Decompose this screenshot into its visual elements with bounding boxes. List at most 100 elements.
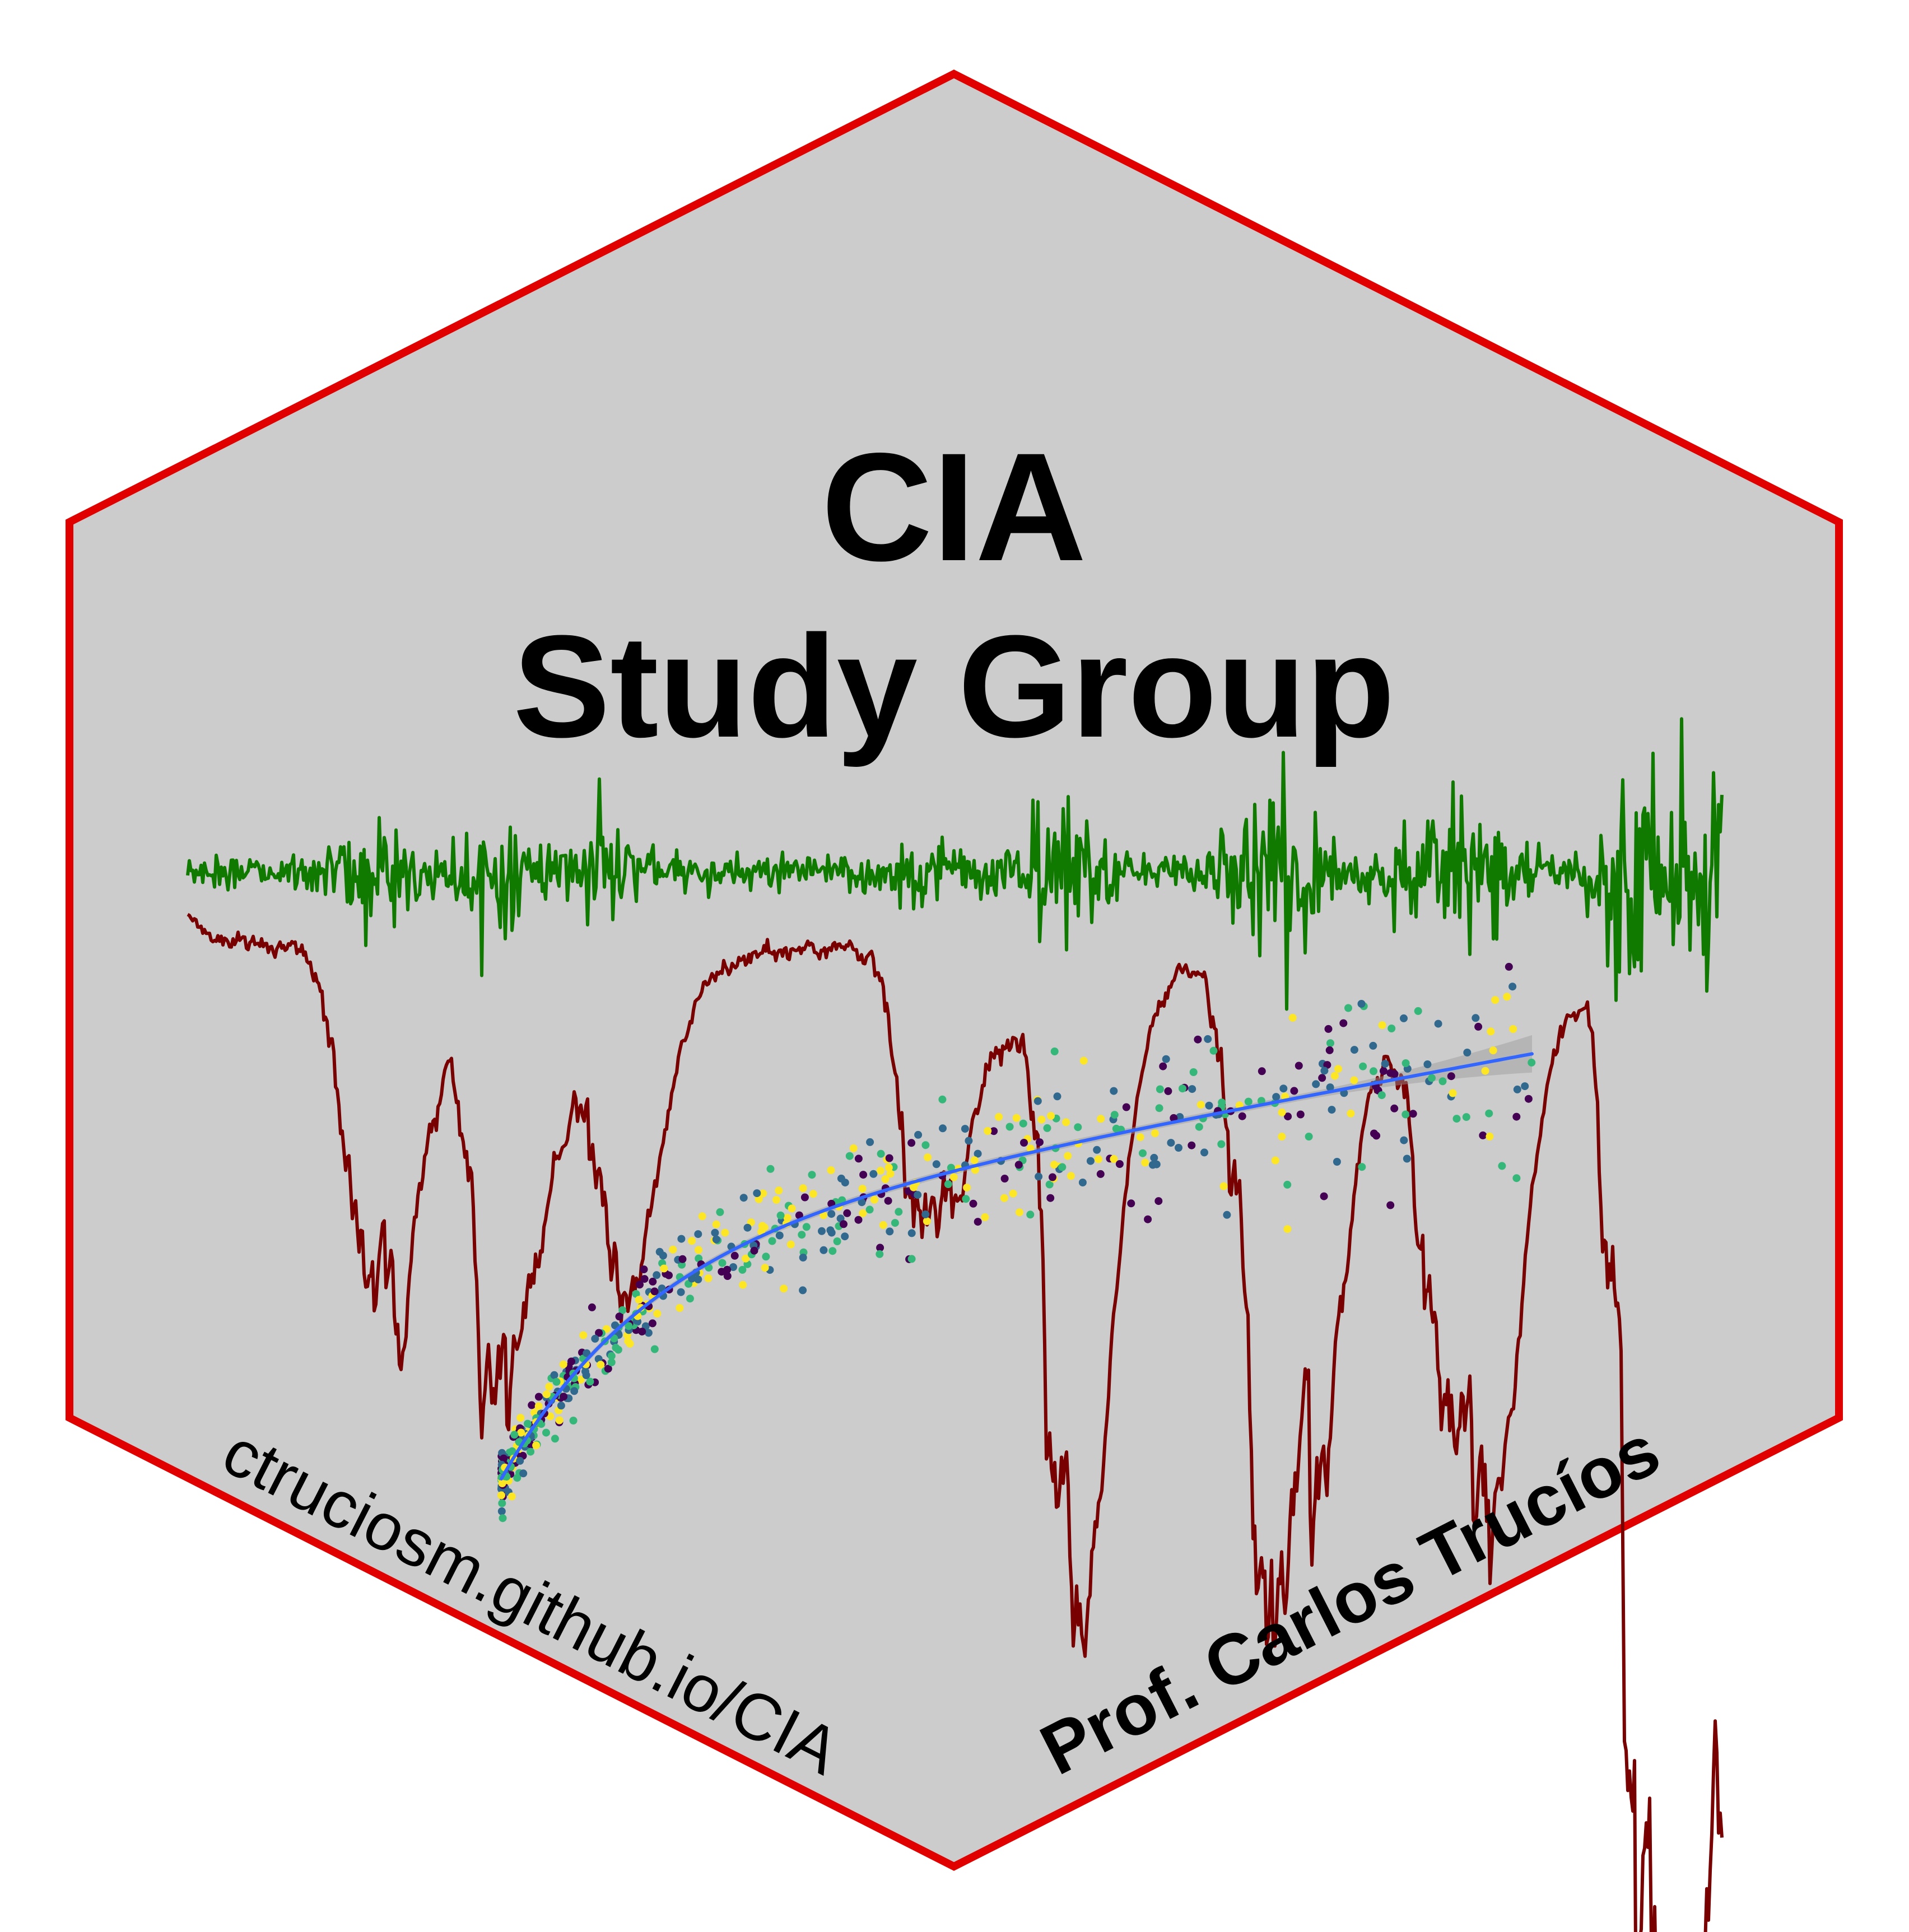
scatter-point bbox=[677, 1288, 685, 1296]
scatter-point bbox=[780, 1284, 788, 1293]
scatter-point bbox=[591, 1334, 599, 1343]
scatter-point bbox=[1000, 1194, 1008, 1202]
scatter-point bbox=[884, 1197, 892, 1205]
scatter-point bbox=[583, 1349, 591, 1357]
scatter-point bbox=[1288, 1013, 1297, 1022]
scatter-point bbox=[865, 1205, 874, 1214]
scatter-point bbox=[545, 1382, 553, 1391]
scatter-point bbox=[635, 1296, 643, 1304]
scatter-point bbox=[1110, 1111, 1119, 1119]
scatter-point bbox=[1188, 1141, 1196, 1149]
scatter-point bbox=[859, 1209, 867, 1217]
scatter-point bbox=[678, 1255, 687, 1263]
scatter-point bbox=[499, 1514, 507, 1523]
scatter-point bbox=[1508, 983, 1517, 991]
scatter-point bbox=[595, 1329, 603, 1337]
scatter-point bbox=[1170, 1114, 1178, 1122]
scatter-point bbox=[638, 1328, 646, 1336]
scatter-point bbox=[1295, 1062, 1303, 1070]
scatter-point bbox=[1218, 1098, 1226, 1107]
scatter-point bbox=[1324, 1025, 1333, 1033]
scatter-point bbox=[1195, 1123, 1203, 1131]
scatter-point bbox=[1223, 1211, 1231, 1219]
scatter-point bbox=[962, 1195, 970, 1203]
scatter-point bbox=[607, 1358, 616, 1366]
scatter-point bbox=[1359, 1062, 1367, 1070]
scatter-point bbox=[510, 1431, 519, 1439]
scatter-point bbox=[841, 1232, 849, 1241]
scatter-point bbox=[718, 1259, 727, 1267]
scatter-point bbox=[1498, 1162, 1506, 1170]
scatter-point bbox=[858, 1198, 866, 1207]
scatter-point bbox=[1094, 1155, 1102, 1163]
scatter-point bbox=[854, 1216, 863, 1224]
scatter-point bbox=[854, 1154, 863, 1163]
scatter-point bbox=[1127, 1199, 1135, 1208]
scatter-point bbox=[827, 1210, 836, 1218]
scatter-point bbox=[1110, 1087, 1118, 1095]
scatter-point bbox=[716, 1208, 724, 1216]
scatter-point bbox=[1491, 996, 1500, 1004]
scatter-point bbox=[1344, 1004, 1352, 1012]
scatter-point bbox=[1097, 1115, 1105, 1123]
scatter-point bbox=[923, 1217, 931, 1225]
scatter-point bbox=[570, 1387, 579, 1395]
scatter-point bbox=[879, 1221, 887, 1229]
scatter-point bbox=[688, 1274, 696, 1283]
scatter-point bbox=[1050, 1048, 1059, 1055]
scatter-point bbox=[786, 1240, 795, 1249]
smooth-fit-line bbox=[500, 1052, 1534, 1481]
title-line-1: CIA bbox=[821, 421, 1087, 593]
scatter-point bbox=[1141, 1158, 1149, 1167]
scatter-point bbox=[497, 1507, 506, 1515]
scatter-point bbox=[914, 1130, 923, 1139]
scatter-point bbox=[1012, 1114, 1021, 1122]
scatter-point bbox=[649, 1277, 657, 1286]
scatter-point bbox=[694, 1230, 702, 1239]
scatter-point bbox=[1159, 1062, 1167, 1070]
scatter-point bbox=[833, 1237, 841, 1245]
scatter-point bbox=[611, 1321, 619, 1329]
scatter-graphic bbox=[497, 962, 1536, 1523]
scatter-point bbox=[762, 1253, 770, 1261]
scatter-point bbox=[939, 1124, 947, 1133]
scatter-point bbox=[1122, 1103, 1130, 1111]
time-series-graphic bbox=[186, 717, 1724, 1932]
scatter-point bbox=[1200, 1148, 1208, 1157]
scatter-point bbox=[1513, 1085, 1521, 1093]
scatter-point bbox=[688, 1237, 696, 1245]
scatter-point bbox=[739, 1194, 748, 1202]
scatter-point bbox=[1205, 1101, 1213, 1110]
scatter-point bbox=[582, 1371, 590, 1379]
scatter-point bbox=[632, 1289, 640, 1298]
scatter-point bbox=[1009, 1189, 1017, 1198]
scatter-point bbox=[798, 1231, 806, 1239]
scatter-point bbox=[730, 1251, 739, 1260]
scatter-point bbox=[1358, 1163, 1366, 1171]
scatter-point bbox=[859, 1171, 868, 1179]
scatter-point bbox=[618, 1306, 627, 1314]
scatter-point bbox=[1350, 1076, 1358, 1084]
scatter-point bbox=[1049, 1173, 1056, 1181]
scatter-point bbox=[1026, 1211, 1035, 1219]
scatter-point bbox=[910, 1183, 918, 1191]
scatter-point bbox=[761, 1264, 769, 1272]
scatter-point bbox=[891, 1219, 899, 1227]
scatter-point bbox=[1528, 1058, 1536, 1067]
scatter-point bbox=[788, 1204, 796, 1213]
returns-series-line bbox=[186, 717, 1724, 1011]
scatter-point bbox=[1434, 1019, 1442, 1028]
scatter-point bbox=[1278, 1133, 1286, 1141]
scatter-point bbox=[712, 1220, 720, 1228]
scatter-point bbox=[1402, 1059, 1410, 1067]
scatter-point bbox=[1283, 1225, 1292, 1233]
scatter-point bbox=[1370, 1067, 1377, 1076]
scatter-point bbox=[1036, 1138, 1044, 1147]
scatter-point bbox=[704, 1274, 713, 1282]
scatter-point bbox=[799, 1254, 807, 1261]
scatter-point bbox=[1305, 1133, 1313, 1140]
scatter-point bbox=[519, 1469, 528, 1478]
scatter-point bbox=[560, 1393, 568, 1401]
scatter-point bbox=[885, 1154, 893, 1162]
scatter-point bbox=[550, 1371, 558, 1379]
